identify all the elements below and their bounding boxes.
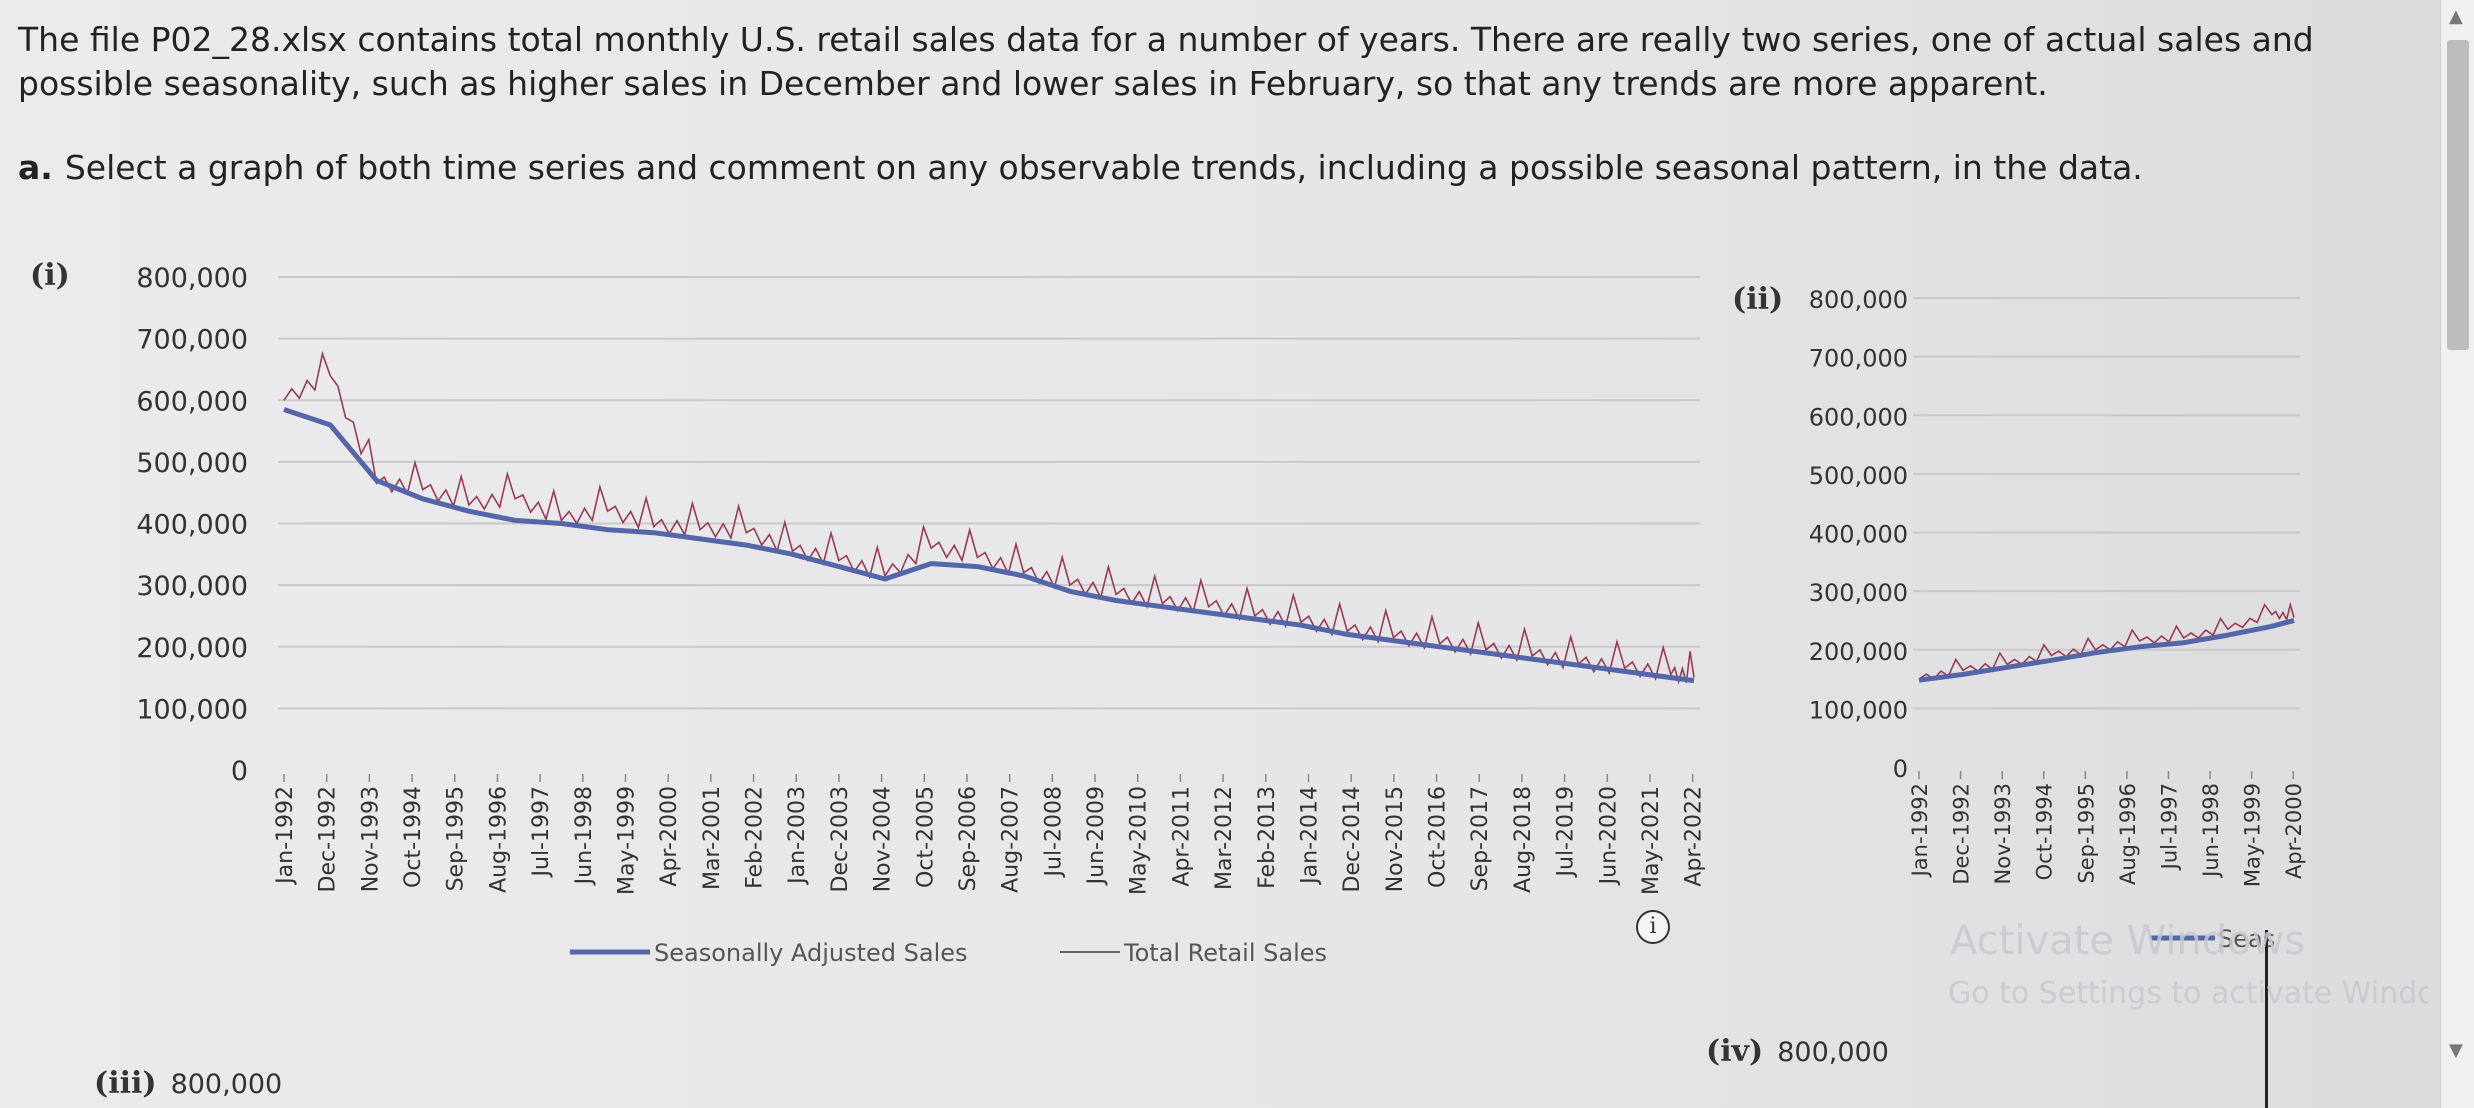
y-tick-label: 300,000 xyxy=(136,571,248,602)
question-part-a: a. Select a graph of both time series and… xyxy=(18,148,2143,187)
x-tick-label: Nov-2015 xyxy=(1383,786,1408,892)
x-tick-label: Sep-1995 xyxy=(444,786,469,891)
divider-line xyxy=(2265,930,2268,1108)
y-tick-label: 400,000 xyxy=(1809,521,1908,549)
x-tick-label: Jun-2009 xyxy=(1084,786,1109,886)
series-seasonally-adjusted-sales xyxy=(1918,617,2295,683)
vertical-scrollbar[interactable]: ▲ ▼ xyxy=(2440,0,2474,1108)
y-tick-label: 500,000 xyxy=(1809,462,1908,490)
y-tick-label: 700,000 xyxy=(1809,345,1908,373)
option-iii-marker: (iii) xyxy=(94,1066,157,1101)
series-total-retail-sales xyxy=(283,350,1695,685)
x-tick-label: May-2021 xyxy=(1639,786,1664,895)
x-tick-label: Mar-2001 xyxy=(700,786,725,890)
x-tick-label: Apr-2000 xyxy=(657,786,682,887)
x-tick-label: Jul-1997 xyxy=(529,786,554,878)
option-ii-marker: (ii) xyxy=(1732,282,1784,317)
y-tick-label: 0 xyxy=(1893,755,1908,783)
option-iv-label[interactable]: (iv) 800,000 xyxy=(1706,1034,1889,1069)
x-tick-label: Feb-2013 xyxy=(1255,786,1280,889)
legend-label-total: Total Retail Sales xyxy=(1123,939,1327,967)
x-tick-label: May-1999 xyxy=(2241,783,2265,887)
x-tick-label: Aug-1996 xyxy=(486,786,511,893)
option-i-label[interactable]: (i) xyxy=(30,258,70,293)
x-tick-label: Nov-1993 xyxy=(1991,783,2015,884)
x-tick-label: Jan-1992 xyxy=(1908,783,1932,878)
y-tick-label: 100,000 xyxy=(136,694,248,725)
x-tick-label: Sep-1995 xyxy=(2074,783,2098,884)
series-total-retail-sales xyxy=(1918,601,2295,681)
x-tick-label: Jun-1998 xyxy=(572,786,597,886)
x-tick-label: Feb-2002 xyxy=(743,786,768,889)
y-tick-label: 800,000 xyxy=(136,263,248,294)
question-intro: The file P02_28.xlsx contains total mont… xyxy=(18,20,2314,103)
x-tick-label: Apr-2000 xyxy=(2282,783,2306,879)
y-tick-label: 200,000 xyxy=(136,633,248,664)
x-tick-label: Aug-2007 xyxy=(999,786,1024,893)
y-tick-label: 600,000 xyxy=(1809,403,1908,431)
x-tick-label: Sep-2006 xyxy=(956,786,981,891)
y-tick-label: 700,000 xyxy=(136,325,248,356)
y-tick-label: 0 xyxy=(231,756,248,787)
y-tick-label: 100,000 xyxy=(1809,696,1908,724)
x-tick-label: Oct-1994 xyxy=(401,786,426,888)
x-tick-label: Dec-1992 xyxy=(316,786,341,893)
x-tick-label: Mar-2012 xyxy=(1212,786,1237,890)
x-tick-label: Jul-2008 xyxy=(1041,786,1066,878)
x-tick-label: Sep-2017 xyxy=(1468,786,1493,891)
x-tick-label: Dec-1992 xyxy=(1950,783,1974,885)
x-tick-label: Oct-2016 xyxy=(1426,786,1451,888)
series-seasonally-adjusted-sales xyxy=(283,407,1695,684)
y-tick-label: 500,000 xyxy=(136,448,248,479)
y-tick-label: 800,000 xyxy=(1809,286,1908,314)
x-tick-label: Oct-2005 xyxy=(913,786,938,888)
watermark-title: Activate Windows xyxy=(1950,918,2306,964)
y-tick-label: 400,000 xyxy=(136,510,248,541)
x-tick-label: May-2010 xyxy=(1127,786,1152,895)
x-tick-label: Dec-2003 xyxy=(828,786,853,893)
option-i-marker: (i) xyxy=(30,258,70,293)
scrollbar-thumb[interactable] xyxy=(2447,40,2469,350)
option-ii-label[interactable]: (ii) xyxy=(1732,282,1783,317)
x-tick-label: Jan-2003 xyxy=(785,786,810,886)
x-tick-label: Jul-1997 xyxy=(2157,783,2181,871)
x-tick-label: Jan-1992 xyxy=(273,786,298,886)
legend-label-adjusted: Seasonally Adjusted Sales xyxy=(654,939,968,967)
x-tick-label: Jul-2019 xyxy=(1554,786,1579,878)
option-iii-top-tick: 800,000 xyxy=(170,1069,283,1100)
x-tick-label: Aug-2018 xyxy=(1511,786,1536,893)
x-tick-label: Aug-1996 xyxy=(2116,783,2140,885)
scroll-up-icon[interactable]: ▲ xyxy=(2449,6,2463,27)
info-icon[interactable]: i xyxy=(1636,910,1670,944)
question-text: The file P02_28.xlsx contains total mont… xyxy=(18,18,2348,106)
part-text: Select a graph of both time series and c… xyxy=(64,148,2143,187)
x-tick-label: Dec-2014 xyxy=(1340,786,1365,893)
scroll-down-icon[interactable]: ▼ xyxy=(2449,1040,2463,1061)
y-tick-label: 200,000 xyxy=(1809,638,1908,666)
option-iii-label[interactable]: (iii) 800,000 xyxy=(94,1066,282,1101)
option-iv-marker: (iv) xyxy=(1706,1034,1764,1069)
x-tick-label: Jan-2014 xyxy=(1297,786,1322,886)
x-tick-label: Jun-2020 xyxy=(1596,786,1621,886)
x-tick-label: Apr-2011 xyxy=(1169,786,1194,887)
option-iv-top-tick: 800,000 xyxy=(1777,1037,1889,1068)
x-tick-label: Nov-1993 xyxy=(358,786,383,892)
x-tick-label: Nov-2004 xyxy=(871,786,896,892)
y-tick-label: 600,000 xyxy=(136,386,248,417)
x-tick-label: May-1999 xyxy=(614,786,639,895)
x-tick-label: Jun-1998 xyxy=(2199,783,2223,879)
y-tick-label: 300,000 xyxy=(1809,579,1908,607)
part-letter: a. xyxy=(18,148,53,187)
x-tick-label: Oct-1994 xyxy=(2033,783,2057,880)
watermark-subtitle: Go to Settings to activate Windows. xyxy=(1948,976,2428,1011)
x-tick-label: Apr-2022 xyxy=(1682,786,1707,887)
